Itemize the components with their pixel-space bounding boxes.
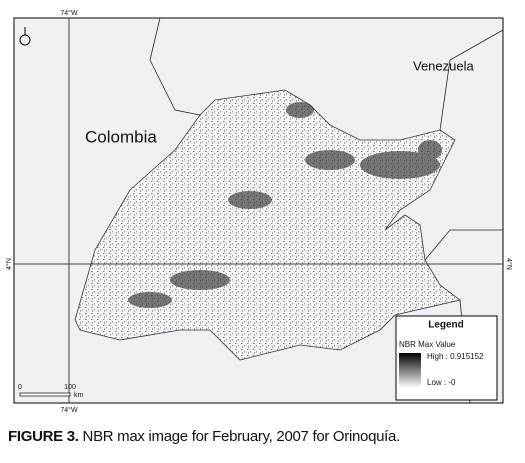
legend-layer: NBR Max Value (399, 340, 456, 349)
country-label: Colombia (85, 127, 157, 146)
lon-label: 74°W (60, 9, 78, 17)
lon-label: 74°W (60, 406, 78, 414)
borders (149, 17, 504, 404)
map-figure: 74°W 74°W 4°N 4°N Venezuela Colombia Leg… (5, 9, 513, 414)
lat-label: 4°N (5, 258, 13, 270)
scale-unit: km (74, 392, 84, 399)
legend-high: High : 0.915152 (427, 352, 484, 361)
study-area (74, 89, 461, 361)
caption: FIGURE 3. NBR max image for February, 20… (8, 428, 400, 445)
scale-label: 0 (18, 384, 22, 391)
north-arrow (19, 27, 31, 46)
caption-text: NBR max image for February, 2007 for Ori… (82, 428, 401, 445)
lat-label: 4°N (505, 258, 513, 270)
scale-bar (19, 392, 71, 397)
legend-low: Low : -0 (427, 378, 456, 387)
legend-title: Legend (428, 320, 464, 331)
scale-label: 100 (64, 384, 76, 391)
caption-label: FIGURE 3. (8, 428, 79, 445)
legend-ramp (399, 353, 421, 388)
dark-patches (128, 102, 442, 308)
country-label: Venezuela (413, 58, 474, 73)
